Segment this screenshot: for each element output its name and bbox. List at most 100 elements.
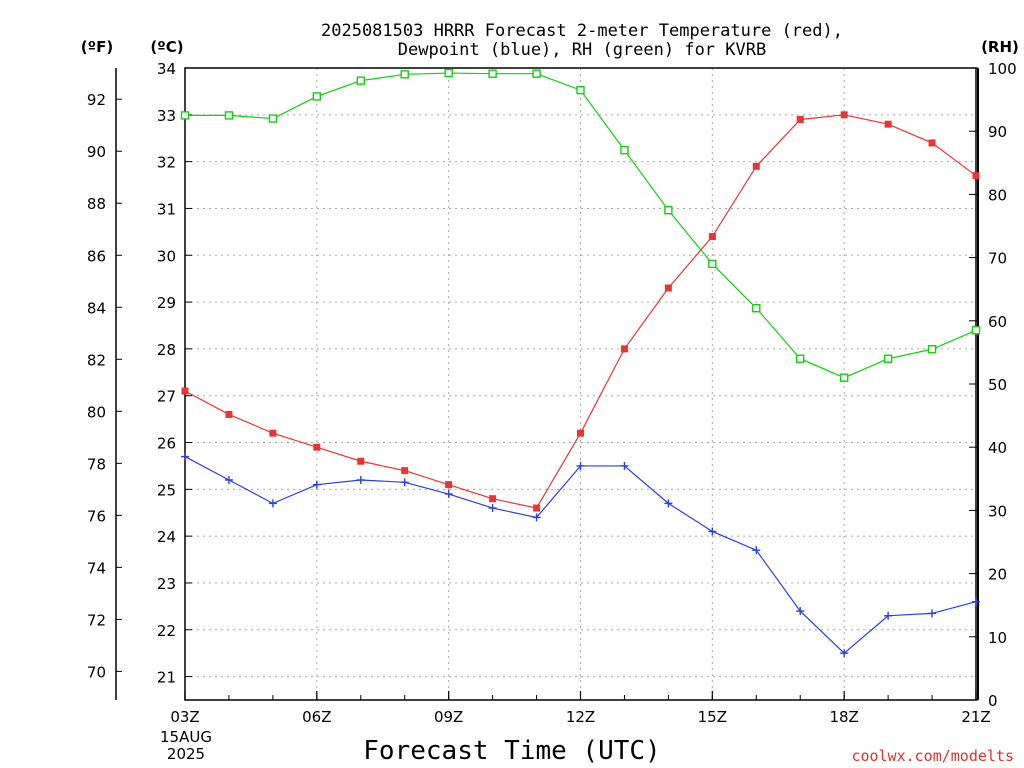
temperature-point: [269, 429, 277, 437]
celsius-tick-label: 25: [157, 481, 176, 499]
x-date-label-day: 15AUG: [160, 728, 212, 746]
fahrenheit-tick-label: 90: [87, 143, 106, 161]
rh-point: [796, 354, 805, 363]
celsius-tick-label: 21: [157, 669, 176, 687]
fahrenheit-axis-label: (ºF): [81, 38, 113, 56]
celsius-tick-label: 23: [157, 575, 176, 593]
rh-point: [927, 345, 937, 354]
celsius-tick-label: 29: [157, 294, 176, 312]
dewpoint-point: [928, 609, 937, 618]
x-tick-label: 15Z: [698, 708, 727, 726]
dewpoint-point: [664, 499, 673, 508]
rh-tick-label: 70: [988, 250, 1007, 268]
temperature-point: [796, 115, 804, 123]
axes: [115, 67, 979, 701]
rh-point: [664, 205, 673, 215]
rh-point: [620, 145, 629, 155]
credit-link[interactable]: coolwx.com/modelts: [851, 747, 1014, 765]
fahrenheit-tick-label: 82: [87, 351, 106, 369]
chart-title-line-1: 2025081503 HRRR Forecast 2-meter Tempera…: [321, 21, 843, 41]
rh-point: [180, 111, 190, 120]
rh-tick-label: 100: [988, 60, 1017, 78]
temperature-series: [181, 111, 980, 512]
dewpoint-point: [532, 513, 541, 522]
fahrenheit-tick-label: 84: [87, 299, 106, 317]
rh-point: [400, 70, 409, 79]
fahrenheit-tick-label: 92: [87, 91, 106, 109]
temperature-point: [357, 457, 365, 465]
celsius-tick-label: 34: [157, 60, 176, 78]
dewpoint-point: [620, 461, 629, 470]
fahrenheit-tick-label: 88: [87, 195, 106, 213]
rh-point: [883, 354, 893, 363]
temperature-point: [840, 111, 848, 119]
grid: [185, 67, 976, 700]
temperature-point: [533, 504, 541, 512]
dewpoint-point: [312, 480, 321, 489]
x-tick-label: 09Z: [434, 708, 463, 726]
dewpoint-point: [796, 607, 805, 616]
temperature-line: [184, 114, 977, 509]
temperature-point: [445, 481, 453, 489]
x-tick-label: 06Z: [302, 708, 331, 726]
series-layer: [180, 68, 981, 658]
x-tick-label: 21Z: [961, 708, 990, 726]
fahrenheit-tick-label: 86: [87, 247, 106, 265]
rh-point: [576, 85, 585, 95]
rh-tick-label: 80: [988, 186, 1007, 204]
celsius-tick-label: 22: [157, 622, 176, 640]
rh-tick-label: 30: [988, 502, 1007, 520]
celsius-tick-label: 28: [157, 341, 176, 359]
rh-point: [752, 303, 761, 313]
celsius-tick-label: 27: [157, 388, 176, 406]
dewpoint-point: [840, 649, 849, 658]
dewpoint-point: [488, 504, 497, 513]
dewpoint-point: [708, 527, 717, 536]
plot-frame: [184, 67, 977, 701]
temperature-point: [489, 495, 497, 503]
dewpoint-point: [576, 461, 585, 470]
rh-point: [708, 259, 717, 269]
rh-tick-label: 10: [988, 629, 1007, 647]
dewpoint-point: [752, 546, 761, 555]
rh-point: [268, 114, 278, 123]
temperature-point: [752, 162, 760, 170]
rh-point: [839, 373, 849, 382]
temperature-point: [708, 233, 716, 241]
celsius-tick-label: 30: [157, 247, 176, 265]
rh-tick-label: 0: [988, 692, 998, 710]
celsius-tick-label: 33: [157, 107, 176, 125]
temperature-point: [928, 139, 936, 147]
dewpoint-point: [444, 490, 453, 499]
temperature-point: [577, 429, 584, 437]
fahrenheit-tick-label: 70: [87, 663, 106, 681]
x-tick-label: 12Z: [566, 708, 595, 726]
tick-labels: 21 22 23 24 25 26 27 28 29 30 31 32 33 34 70 72 74 76 78 80…: [87, 60, 1017, 726]
rh-tick-label: 40: [988, 439, 1007, 457]
rh-point: [488, 69, 497, 78]
dewpoint-point: [181, 452, 189, 461]
x-date-label-year: 2025: [167, 745, 205, 763]
rh-tick-label: 20: [988, 566, 1007, 584]
dewpoint-point: [268, 499, 277, 508]
chart-title-line-2: Dewpoint (blue), RH (green) for KVRB: [398, 40, 766, 60]
fahrenheit-tick-label: 74: [87, 559, 106, 577]
temperature-point: [181, 387, 189, 395]
celsius-tick-label: 26: [157, 435, 176, 453]
rh-point: [532, 69, 541, 78]
temperature-point: [620, 345, 628, 353]
x-axis-title: Forecast Time (UTC): [363, 736, 660, 766]
rh-point: [444, 68, 453, 78]
dewpoint-point: [356, 475, 365, 484]
rh-point: [971, 326, 981, 335]
dewpoint-point: [400, 478, 409, 487]
temperature-point: [972, 172, 980, 180]
temperature-point: [664, 284, 672, 292]
dewpoint-point: [884, 611, 893, 620]
dewpoint-point: [224, 475, 233, 484]
fahrenheit-tick-label: 72: [87, 611, 106, 629]
temperature-point: [225, 410, 233, 418]
rh-axis-label: (RH): [981, 38, 1019, 56]
fahrenheit-tick-label: 76: [87, 507, 106, 525]
